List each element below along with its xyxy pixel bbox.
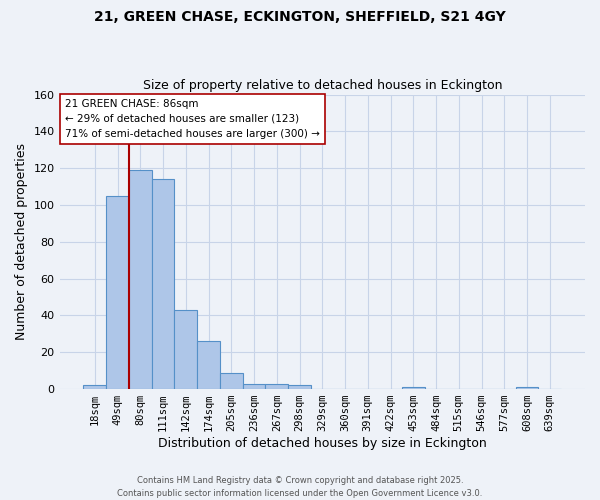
Bar: [106, 196, 129, 389]
Bar: [265, 384, 288, 389]
Text: 21, GREEN CHASE, ECKINGTON, SHEFFIELD, S21 4GY: 21, GREEN CHASE, ECKINGTON, SHEFFIELD, S…: [94, 10, 506, 24]
Text: 21 GREEN CHASE: 86sqm
← 29% of detached houses are smaller (123)
71% of semi-det: 21 GREEN CHASE: 86sqm ← 29% of detached …: [65, 99, 320, 138]
X-axis label: Distribution of detached houses by size in Eckington: Distribution of detached houses by size …: [158, 437, 487, 450]
Text: Contains HM Land Registry data © Crown copyright and database right 2025.
Contai: Contains HM Land Registry data © Crown c…: [118, 476, 482, 498]
Bar: [129, 170, 152, 389]
Bar: [220, 372, 242, 389]
Bar: [515, 387, 538, 389]
Bar: [197, 341, 220, 389]
Bar: [288, 386, 311, 389]
Bar: [402, 387, 425, 389]
Y-axis label: Number of detached properties: Number of detached properties: [15, 144, 28, 340]
Title: Size of property relative to detached houses in Eckington: Size of property relative to detached ho…: [143, 79, 502, 92]
Bar: [242, 384, 265, 389]
Bar: [152, 179, 175, 389]
Bar: [175, 310, 197, 389]
Bar: [83, 386, 106, 389]
